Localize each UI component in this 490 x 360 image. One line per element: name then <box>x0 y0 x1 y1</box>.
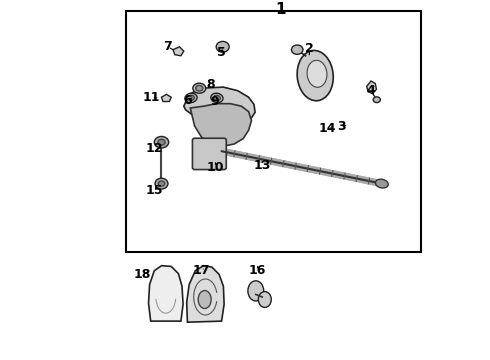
Ellipse shape <box>185 93 197 103</box>
Text: 4: 4 <box>367 84 375 97</box>
Ellipse shape <box>292 45 303 54</box>
Ellipse shape <box>258 292 271 307</box>
Ellipse shape <box>188 95 195 100</box>
Text: 13: 13 <box>254 159 271 172</box>
Ellipse shape <box>196 85 203 91</box>
Text: 3: 3 <box>337 120 346 133</box>
Ellipse shape <box>307 60 327 87</box>
Text: 8: 8 <box>206 78 215 91</box>
Text: 1: 1 <box>276 1 286 17</box>
Polygon shape <box>162 94 171 102</box>
Polygon shape <box>173 47 184 56</box>
Ellipse shape <box>158 139 165 145</box>
Polygon shape <box>148 266 183 321</box>
Text: 12: 12 <box>146 142 163 155</box>
Ellipse shape <box>214 95 220 100</box>
Ellipse shape <box>154 136 169 148</box>
Polygon shape <box>190 104 251 146</box>
Text: 5: 5 <box>217 46 226 59</box>
Ellipse shape <box>375 179 388 188</box>
Text: 15: 15 <box>146 184 163 197</box>
Text: 14: 14 <box>318 122 336 135</box>
Ellipse shape <box>198 291 211 309</box>
Polygon shape <box>184 87 255 126</box>
Text: 17: 17 <box>193 264 210 277</box>
Ellipse shape <box>297 50 333 101</box>
Text: 16: 16 <box>249 264 266 277</box>
Text: 2: 2 <box>305 42 314 55</box>
Ellipse shape <box>216 41 229 52</box>
Ellipse shape <box>211 93 223 103</box>
Ellipse shape <box>373 97 380 103</box>
Polygon shape <box>187 266 224 322</box>
Text: 9: 9 <box>210 95 219 108</box>
Bar <box>126 11 421 252</box>
Ellipse shape <box>158 181 165 186</box>
Text: 18: 18 <box>134 268 151 281</box>
Ellipse shape <box>248 281 264 301</box>
Ellipse shape <box>155 178 168 189</box>
Ellipse shape <box>193 83 206 93</box>
Polygon shape <box>367 81 376 94</box>
FancyBboxPatch shape <box>193 138 226 170</box>
Text: 7: 7 <box>163 40 172 53</box>
Text: 6: 6 <box>183 94 192 107</box>
Text: 11: 11 <box>143 91 160 104</box>
Text: 10: 10 <box>207 161 224 174</box>
